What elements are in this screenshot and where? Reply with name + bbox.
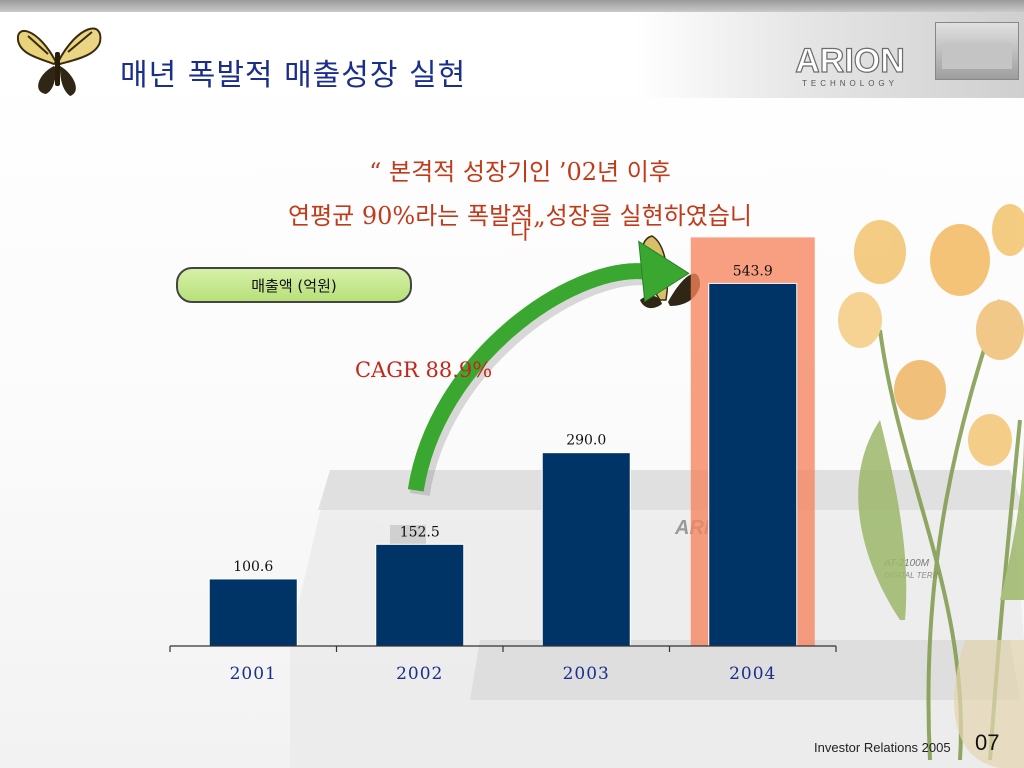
svg-text:TECHNOLOGY: TECHNOLOGY <box>802 79 898 88</box>
svg-text:ARION: ARION <box>795 42 905 80</box>
footer-text: Investor Relations 2005 <box>814 740 951 755</box>
set-top-box-image: ARION AT-2100M DIGITAL TERR <box>290 470 1024 768</box>
value-label-2002: 152.5 <box>400 524 440 540</box>
x-tick-label-2002: 2002 <box>396 664 443 684</box>
butterfly-icon <box>16 27 102 96</box>
unit-label: 매출액 (억원) <box>176 267 412 303</box>
headline-line-2: 연평균 90%라는 폭발적„성장을 실현하였습니 <box>287 202 753 230</box>
svg-text:DIGITAL TERR: DIGITAL TERR <box>884 571 939 580</box>
device-image <box>935 22 1019 80</box>
bar-2004 <box>708 282 798 647</box>
svg-text:AT-2100M: AT-2100M <box>883 558 930 569</box>
value-label-2001: 100.6 <box>233 559 273 575</box>
bar-2001 <box>208 578 298 647</box>
page-number: 07 <box>975 730 1000 755</box>
header-band <box>0 12 1024 98</box>
x-tick-label-2003: 2003 <box>563 664 610 684</box>
cagr-label: CAGR 88.9% <box>355 358 493 382</box>
headline-line-3: 다 <box>509 220 531 245</box>
value-label-2003: 290.0 <box>566 433 606 449</box>
x-tick-label-2004: 2004 <box>729 664 776 684</box>
top-strip <box>0 0 1024 12</box>
arion-logo: ARION TECHNOLOGY <box>795 41 906 88</box>
bar-2003 <box>541 452 631 647</box>
growth-arrow <box>407 263 646 492</box>
headline-line-1: “ 본격적 성장기인 ’02년 이후 <box>369 158 671 186</box>
tulip-flowers-image <box>838 204 1024 768</box>
growth-arrow-head <box>638 240 690 303</box>
bar-2002 <box>375 543 465 647</box>
x-tick-label-2001: 2001 <box>230 664 277 684</box>
page-title: 매년 폭발적 매출성장 실현 <box>120 58 467 93</box>
value-label-2004: 543.9 <box>733 263 773 279</box>
